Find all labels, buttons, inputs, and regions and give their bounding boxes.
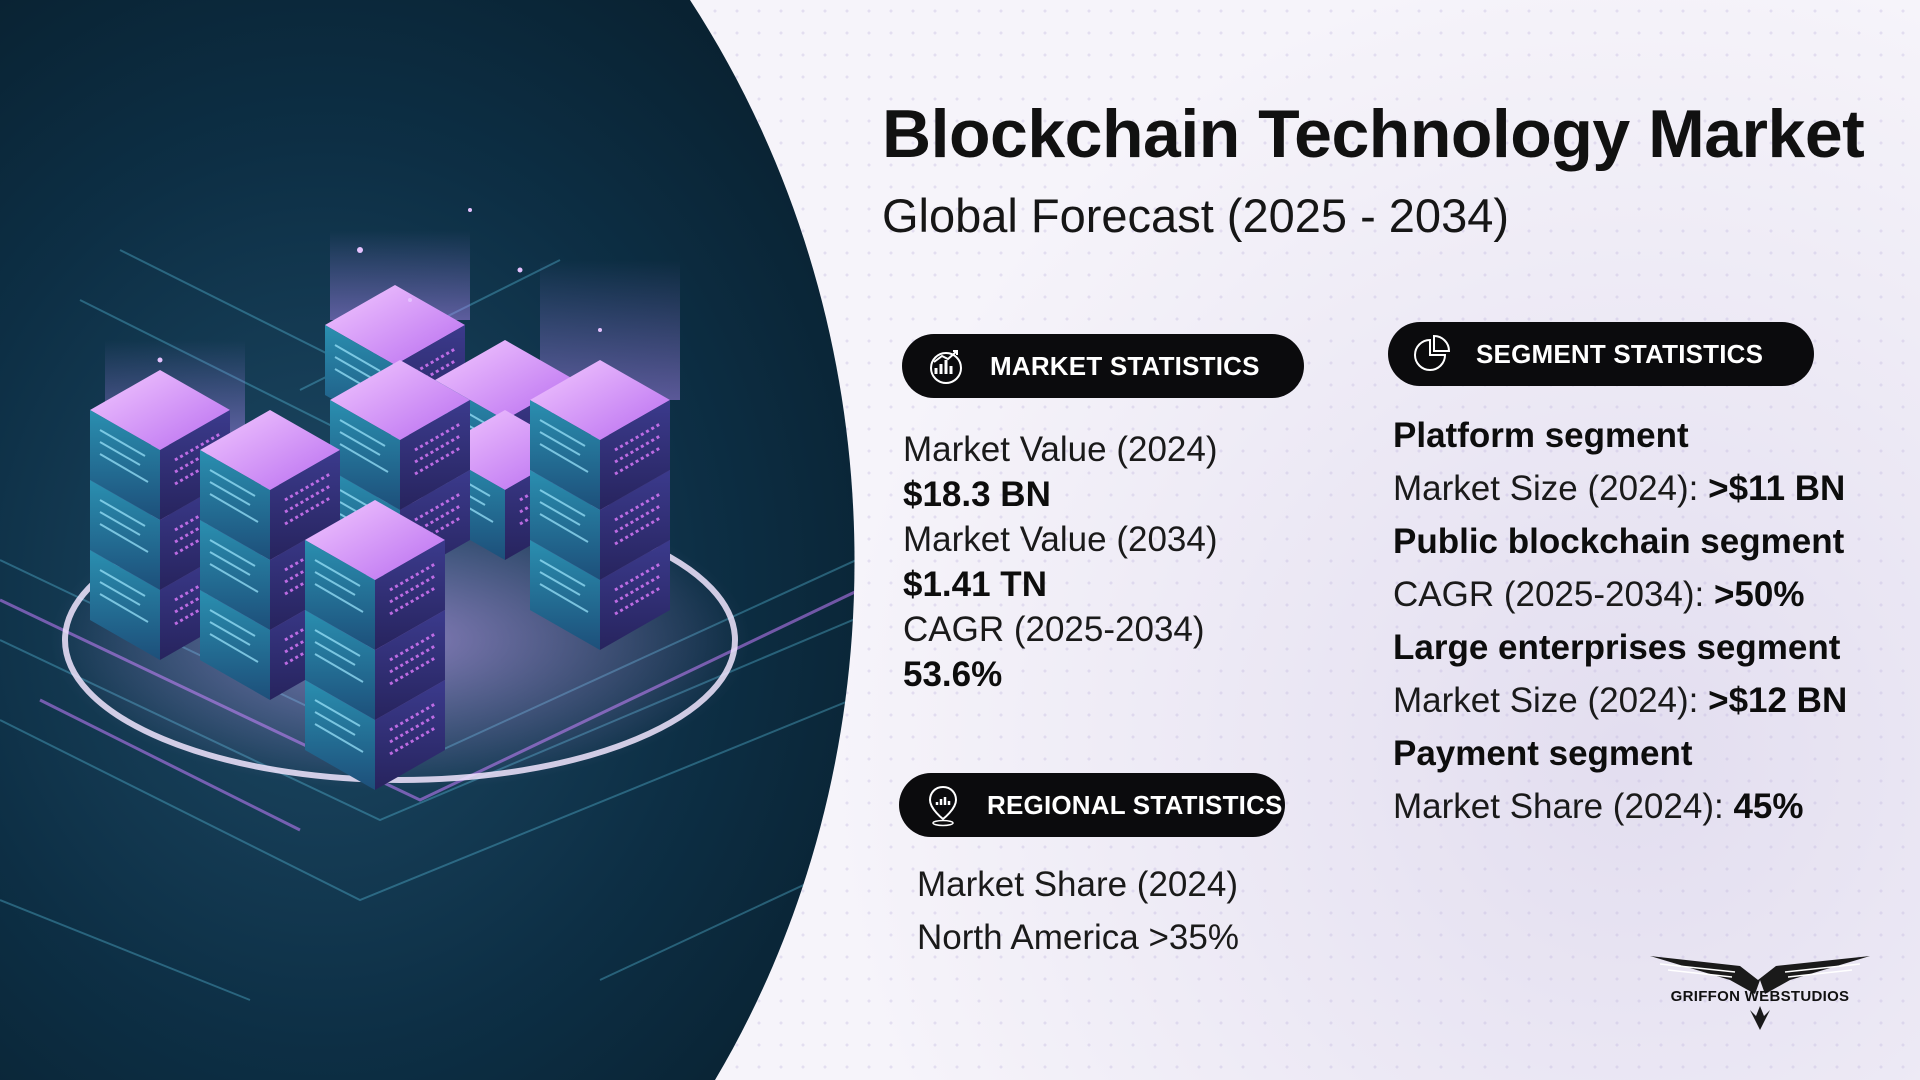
regional-stat-line: Market Share (2024) [917, 865, 1238, 904]
segment-metric: Market Size (2024): >$12 BN [1393, 681, 1848, 720]
segment-metric: Market Size (2024): >$11 BN [1393, 469, 1846, 508]
segment-metric: Market Share (2024): 45% [1393, 787, 1804, 826]
segment-title: Large enterprises segment [1393, 628, 1841, 667]
regional-statistics-title: REGIONAL STATISTICS [987, 789, 1283, 820]
page-subtitle: Global Forecast (2025 - 2034) [882, 189, 1509, 242]
segment-statistics-header: SEGMENT STATISTICS [1388, 322, 1814, 386]
regional-statistics-header: REGIONAL STATISTICS [899, 773, 1285, 837]
logo-text: GRIFFON WEBSTUDIOS [1670, 988, 1850, 1005]
griffon-eagle-icon [1650, 956, 1870, 1030]
segment-metric: CAGR (2025-2034): >50% [1393, 575, 1805, 614]
market-stat-value: 53.6% [903, 655, 1003, 694]
location-pin-icon [928, 785, 958, 827]
segment-statistics-title: SEGMENT STATISTICS [1476, 338, 1764, 369]
market-stat-line: Market Value (2024) [903, 430, 1218, 469]
segment-title: Payment segment [1393, 734, 1693, 773]
market-statistics-list: Market Value (2024) $18.3 BN Market Valu… [903, 427, 1218, 697]
market-stat-line: CAGR (2025-2034) [903, 610, 1205, 649]
regional-statistics-list: Market Share (2024) North America >35% [917, 858, 1239, 964]
market-stat-value: $18.3 BN [903, 475, 1051, 514]
segment-title: Public blockchain segment [1393, 522, 1845, 561]
market-statistics-header: MARKET STATISTICS [902, 334, 1304, 398]
market-stat-line: Market Value (2034) [903, 520, 1218, 559]
market-stat-value: $1.41 TN [903, 565, 1047, 604]
page-title: Blockchain Technology Market [882, 96, 1865, 172]
pie-chart-icon [1414, 334, 1451, 371]
chart-globe-icon [930, 350, 962, 384]
segment-statistics-list: Platform segment Market Size (2024): >$1… [1393, 410, 1847, 834]
regional-stat-line: North America >35% [917, 918, 1239, 957]
segment-title: Platform segment [1393, 416, 1689, 455]
market-statistics-title: MARKET STATISTICS [990, 350, 1260, 381]
